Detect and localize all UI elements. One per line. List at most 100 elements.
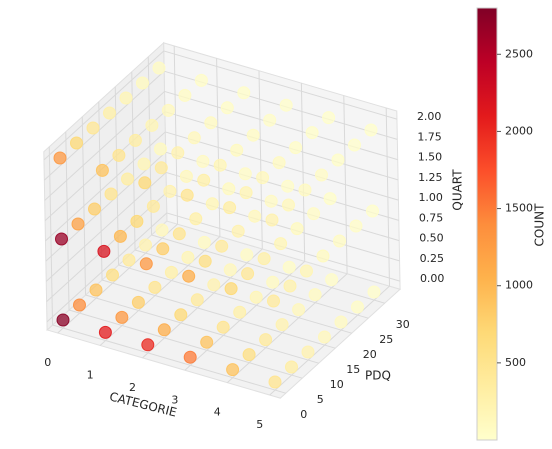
point [97,244,111,258]
point [289,141,303,155]
y-tick-label: 15 [346,363,360,376]
grid-line [163,50,398,120]
z-tick-label: 0.25 [420,252,445,265]
point [154,161,168,175]
grid-line [43,50,165,161]
point [141,338,155,352]
point [308,288,322,302]
point [223,201,237,215]
y-tick-label: 20 [363,348,377,361]
z-tick-label: 0.50 [419,232,444,245]
point [263,113,277,127]
point [71,217,85,231]
point [281,179,295,193]
point [131,295,145,309]
point [172,227,186,241]
x-tick-label: 4 [214,406,221,419]
point [268,375,282,389]
grid-line [164,111,399,181]
point [333,234,346,248]
point [242,348,256,362]
x-tick-label: 1 [87,368,94,381]
point [223,263,237,277]
point [267,294,280,308]
point [138,176,152,190]
point [187,131,201,145]
grid-line [46,212,168,323]
point [205,197,219,211]
point [70,136,83,150]
y-tick-label: 25 [379,333,393,346]
point [161,103,175,117]
point [103,106,116,120]
point [145,118,159,132]
point [154,142,167,156]
point [130,214,144,228]
z-axis-label: QUART [451,169,465,211]
point [307,207,321,221]
point [198,254,212,268]
z-tick-label: 0.75 [419,211,444,224]
x-tick-label: 0 [44,356,51,369]
point [197,173,211,187]
z-tick-label: 1.25 [418,171,443,184]
point [248,209,262,223]
point [213,158,227,172]
z-tick-label: 1.75 [417,130,442,143]
point [128,133,142,147]
point [367,285,381,299]
y-tick-label: 5 [317,393,324,406]
point [257,252,271,266]
x-axis-label: CATEGORIE [108,389,178,419]
point [279,98,293,112]
point [322,111,336,125]
point [233,305,247,319]
colorbar [476,7,498,441]
point [230,143,244,157]
point [246,128,260,142]
point [121,172,134,186]
point [272,156,286,170]
point [240,248,254,262]
point [55,232,68,246]
point [351,300,364,314]
point [315,168,328,182]
point [148,280,162,294]
grid-line [118,264,352,334]
z-tick-label: 1.50 [418,151,443,164]
point [266,275,280,289]
grid-line [85,294,319,364]
grid-line [45,131,166,242]
point [164,265,178,279]
point [106,268,119,282]
z-tick-label: 0.00 [420,272,445,285]
point [239,186,253,200]
x-tick-label: 5 [256,418,263,431]
point [204,116,218,130]
point [189,212,203,226]
point [215,239,229,253]
grid-line [134,249,369,319]
point [249,290,263,304]
grid-line [166,192,400,262]
point [226,363,240,377]
point [156,242,170,256]
point [73,298,86,312]
colorbar-tick-label: 2500 [505,47,533,60]
point [222,182,236,196]
point [285,360,298,374]
point [104,187,118,201]
point [95,163,109,177]
colorbar-label: COUNT [533,203,547,247]
point [196,154,210,168]
point [163,184,177,198]
point [298,183,312,197]
grid-line [68,309,303,379]
point [349,219,363,233]
point [316,249,330,263]
colorbar-tick-label: 1500 [505,202,533,215]
point [282,198,295,212]
x-tick-label: 2 [129,381,136,394]
point [157,323,171,337]
point [139,238,152,252]
